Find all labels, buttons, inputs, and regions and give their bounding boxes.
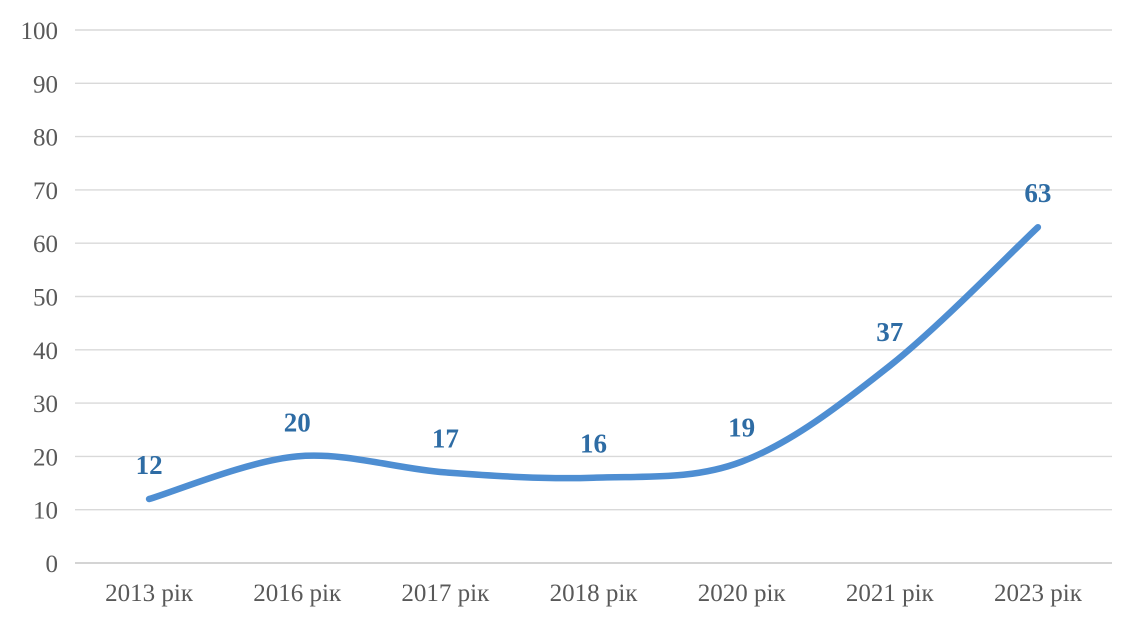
data-label: 17	[432, 423, 459, 453]
data-label: 16	[580, 429, 607, 459]
x-tick-label: 2016 рік	[253, 580, 342, 607]
data-label: 37	[876, 317, 903, 347]
y-tick-label: 30	[33, 391, 58, 418]
data-label: 19	[728, 413, 755, 443]
data-label: 20	[284, 407, 311, 437]
x-tick-label: 2020 рік	[698, 580, 787, 607]
y-tick-label: 0	[46, 551, 59, 578]
x-tick-label: 2018 рік	[550, 580, 639, 607]
y-tick-label: 100	[21, 18, 59, 45]
data-series-line	[145, 223, 1042, 503]
y-tick-label: 10	[33, 498, 58, 525]
x-tick-label: 2013 рік	[105, 580, 194, 607]
data-label: 12	[136, 450, 163, 480]
y-tick-label: 60	[33, 231, 58, 258]
y-tick-label: 50	[33, 285, 58, 312]
y-tick-label: 20	[33, 444, 58, 471]
x-tick-label: 2023 рік	[994, 580, 1083, 607]
y-tick-label: 80	[33, 125, 58, 152]
y-tick-label: 70	[33, 178, 58, 205]
x-tick-label: 2017 рік	[401, 580, 490, 607]
x-tick-label: 2021 рік	[846, 580, 935, 607]
data-label: 63	[1024, 178, 1051, 208]
y-tick-label: 40	[33, 338, 58, 365]
y-tick-label: 90	[33, 71, 58, 98]
